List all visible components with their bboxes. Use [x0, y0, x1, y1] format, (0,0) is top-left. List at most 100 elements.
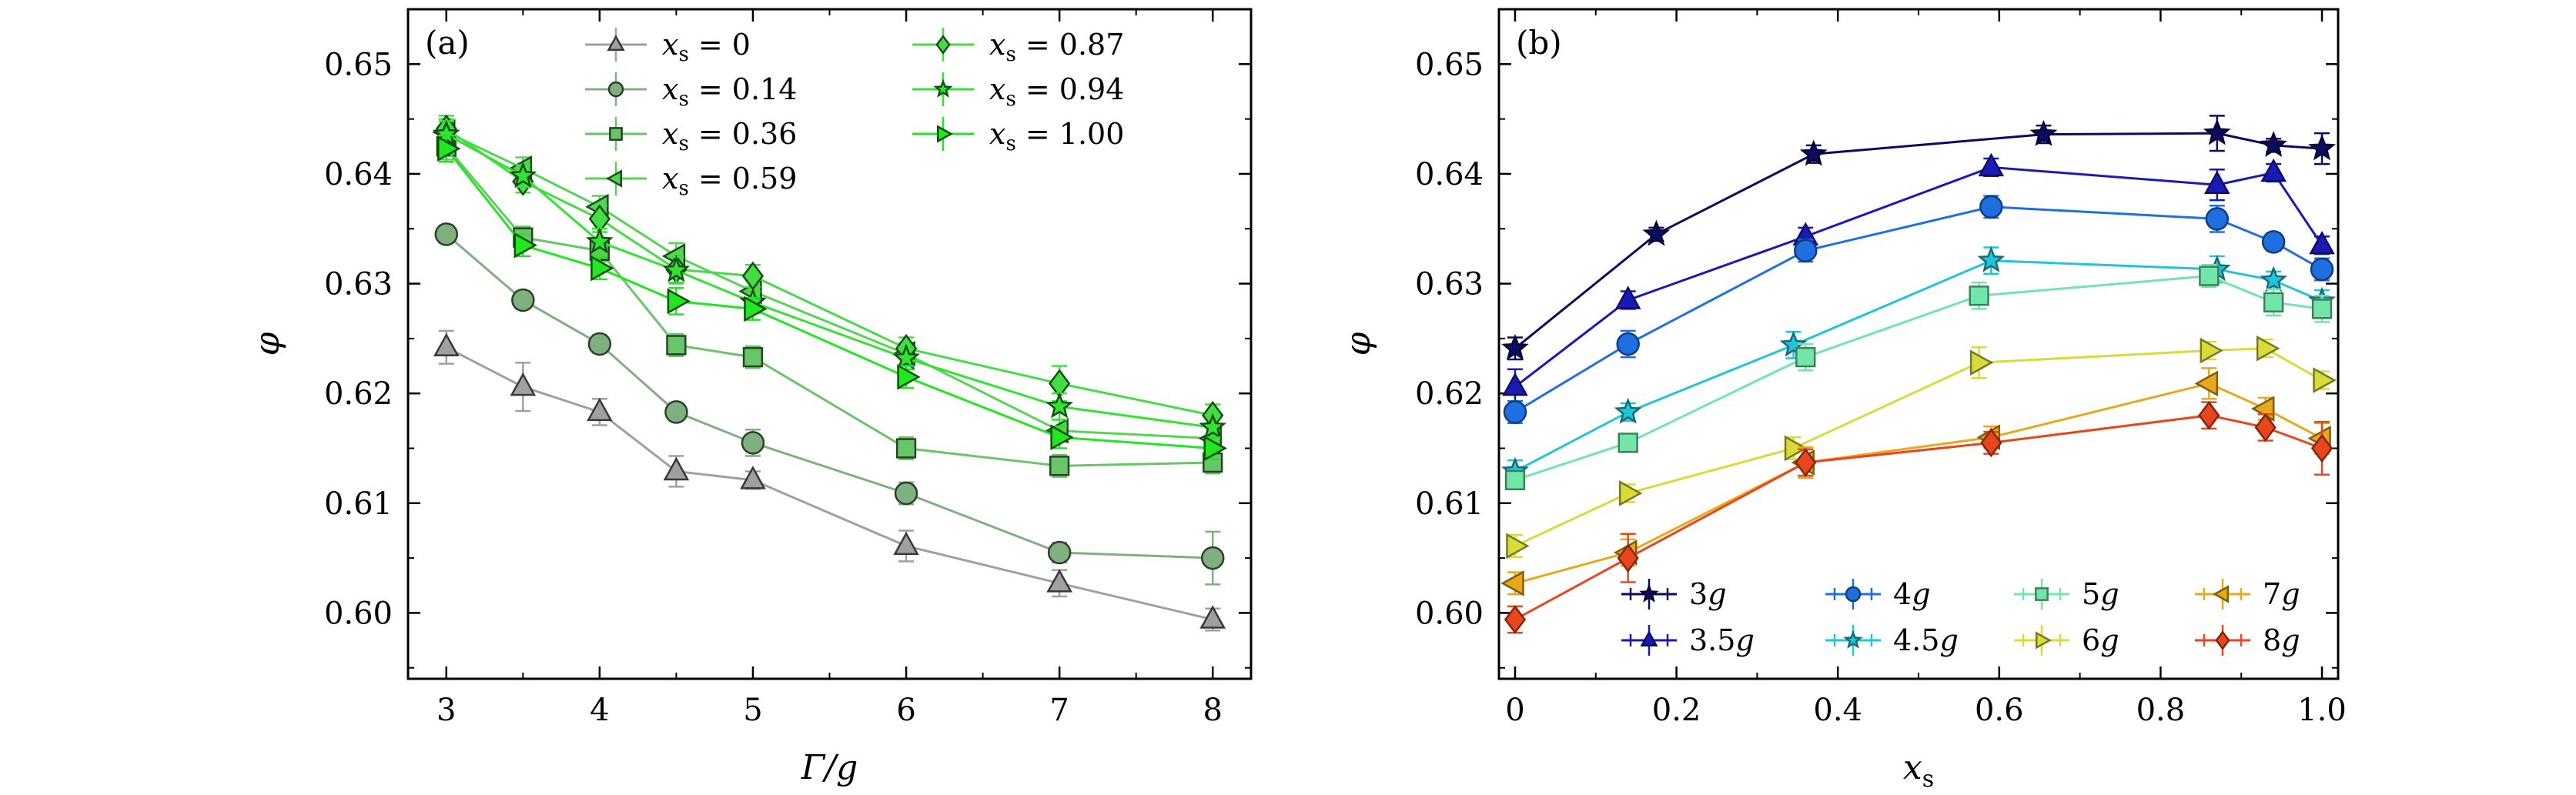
- data-point: [1046, 569, 1072, 593]
- data-point: [2205, 207, 2230, 231]
- legend-item-2: xs = 0.14: [585, 72, 797, 111]
- legend-var: x: [989, 28, 1005, 62]
- x-tick-label: 1.0: [2297, 693, 2347, 728]
- data-point: [590, 255, 614, 282]
- legend-item-3: 4g: [1825, 577, 1931, 611]
- legend-label: 5g: [2082, 577, 2119, 611]
- data-point: [1500, 570, 1524, 596]
- legend-subscript: s: [678, 177, 688, 200]
- series-7: [437, 134, 1227, 462]
- data-point: [1199, 605, 1226, 629]
- data-point: [1799, 139, 1828, 166]
- series-1: [433, 329, 1226, 632]
- legend-marker: [2036, 631, 2052, 650]
- data-point: [1979, 195, 2003, 219]
- data-point: [2199, 266, 2220, 286]
- y-tick-label: 0.62: [1415, 376, 1484, 412]
- data-point: [1969, 286, 1989, 306]
- data-point: [1199, 413, 1227, 439]
- legend-item-2: 3.5g: [1621, 623, 1755, 657]
- data-point: [2200, 337, 2223, 364]
- legend-number: 5: [2082, 577, 2100, 611]
- legend-var: x: [662, 28, 678, 62]
- legend-label: xs = 0.87: [989, 28, 1124, 66]
- data-point: [1969, 349, 1994, 376]
- data-point: [1506, 533, 1530, 560]
- data-point: [667, 288, 691, 315]
- legend-unit: g: [2281, 577, 2300, 611]
- legend-label: 8g: [2263, 623, 2300, 657]
- x-tick-label: 0.2: [1652, 693, 1701, 728]
- legend-subscript: s: [678, 43, 688, 66]
- data-point: [666, 335, 687, 356]
- legend-item-4: 4.5g: [1825, 623, 1959, 657]
- data-point: [1977, 246, 2006, 272]
- legend-var: x: [662, 72, 678, 106]
- series-5: [1504, 264, 2333, 491]
- data-point: [664, 400, 688, 424]
- data-point: [2254, 413, 2277, 443]
- x-tick-label: 8: [1203, 693, 1223, 728]
- x-tick-label: 4: [590, 693, 609, 728]
- legend-marker: [606, 169, 622, 188]
- legend-marker: [1845, 586, 1862, 603]
- legend-number: 4: [1893, 577, 1912, 611]
- y-tick-label: 0.61: [324, 486, 393, 522]
- data-point: [1614, 397, 1642, 424]
- y-axis-title: φ: [1339, 332, 1378, 356]
- series-8: [1504, 400, 2333, 634]
- data-point: [1050, 424, 1074, 451]
- legend-label: 3g: [1689, 577, 1727, 611]
- data-point: [1784, 435, 1808, 462]
- legend-label: 6g: [2082, 623, 2119, 657]
- y-tick-label: 0.61: [1415, 486, 1484, 522]
- data-point: [511, 288, 535, 312]
- y-tick-label: 0.65: [324, 47, 393, 82]
- data-point: [2313, 367, 2337, 393]
- data-point: [663, 456, 690, 481]
- data-point: [2308, 134, 2336, 161]
- data-point: [1642, 219, 1671, 246]
- data-point: [894, 481, 918, 506]
- series-3: [436, 132, 1223, 478]
- y-tick-label: 0.62: [324, 376, 393, 412]
- legend-label: 4.5g: [1893, 623, 1959, 657]
- y-tick-label: 0.64: [1415, 157, 1484, 192]
- data-point: [2310, 257, 2334, 282]
- data-point: [509, 161, 537, 188]
- legend-subscript: s: [1005, 88, 1015, 111]
- legend-marker: [2215, 630, 2230, 650]
- data-point: [1049, 456, 1070, 476]
- x-tick-label: 0: [1505, 693, 1524, 728]
- data-point: [434, 222, 459, 246]
- data-point: [744, 296, 768, 322]
- series-2: [1502, 152, 2335, 406]
- legend-number: 7: [2263, 577, 2281, 611]
- data-point: [2260, 131, 2288, 158]
- legend-label: xs = 0.14: [662, 72, 797, 111]
- data-point: [2309, 230, 2335, 255]
- x-tick-label: 5: [743, 693, 762, 728]
- legend-label: xs = 0: [662, 28, 751, 66]
- series-6: [1506, 335, 2337, 560]
- legend-marker: [1639, 583, 1659, 603]
- legend-subscript: s: [678, 88, 688, 111]
- legend-number: 4.5: [1893, 623, 1939, 657]
- data-point: [2311, 299, 2333, 319]
- legend-unit: g: [1708, 577, 1726, 611]
- legend-item-7: 7g: [2195, 577, 2300, 611]
- legend-unit: g: [2100, 623, 2119, 657]
- x-tick-label: 3: [437, 693, 456, 728]
- legend-marker: [607, 81, 624, 98]
- series-3: [1503, 195, 2334, 424]
- data-point: [585, 227, 614, 254]
- series-line: [445, 233, 1213, 560]
- data-point: [1617, 543, 1639, 573]
- data-point: [897, 363, 921, 390]
- legend-label: 7g: [2263, 577, 2300, 611]
- legend-label: 3.5g: [1689, 623, 1755, 657]
- x-tick-label: 7: [1049, 693, 1069, 728]
- data-point: [514, 232, 538, 259]
- series-line: [445, 148, 1213, 449]
